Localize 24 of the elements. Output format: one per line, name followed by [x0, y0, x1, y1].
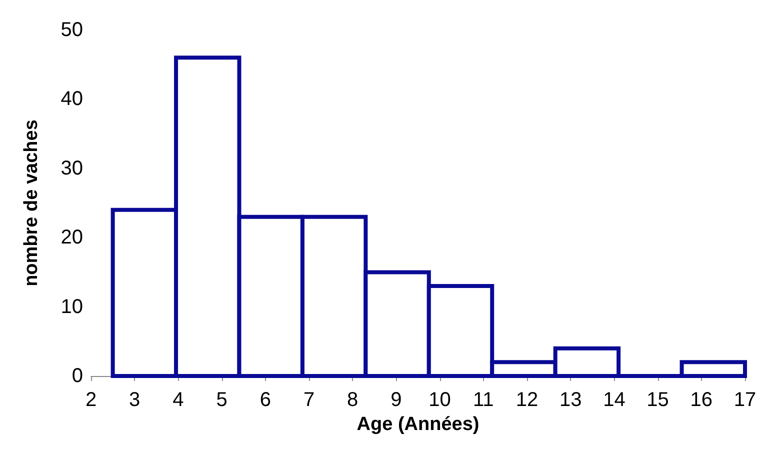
y-tick-label: 40 — [60, 88, 83, 110]
x-tick-label: 6 — [260, 389, 271, 411]
x-tick-label: 8 — [347, 389, 358, 411]
y-axis-title: nombre de vaches — [21, 120, 42, 286]
x-tick-label: 17 — [734, 389, 756, 411]
y-tick-label: 0 — [72, 365, 83, 387]
x-tick-label: 9 — [390, 389, 402, 411]
x-tick-label: 12 — [516, 389, 538, 411]
y-tick-label: 30 — [60, 157, 83, 180]
x-tick-label: 10 — [428, 389, 451, 411]
x-tick-label: 16 — [690, 389, 713, 411]
x-axis-title: Age (Années) — [356, 414, 480, 435]
y-tick-label: 10 — [60, 296, 83, 318]
x-tick-label: 5 — [216, 389, 228, 411]
x-tick-label: 7 — [303, 389, 315, 411]
x-tick-label: 11 — [473, 389, 494, 411]
x-tick-label: 3 — [129, 389, 140, 411]
x-tick-label: 15 — [646, 389, 669, 411]
x-tick-label: 14 — [603, 389, 626, 411]
x-tick-label: 13 — [559, 389, 582, 411]
y-tick-label: 20 — [60, 226, 83, 249]
x-tick-label: 2 — [85, 389, 97, 411]
y-tick-label: 50 — [60, 19, 83, 41]
x-tick-label: 4 — [172, 389, 184, 411]
